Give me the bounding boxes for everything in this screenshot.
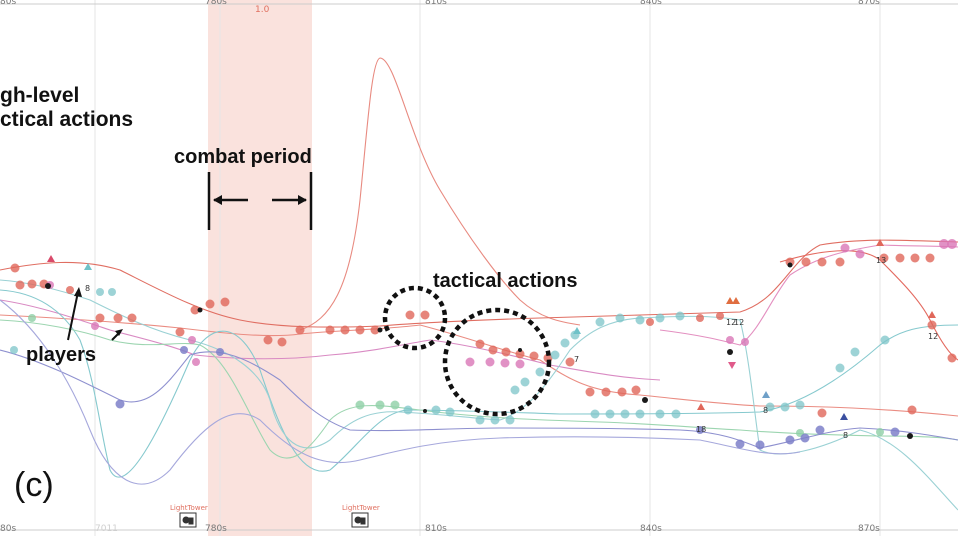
lighttower-icon-2 bbox=[351, 512, 369, 528]
combat-period-bracket bbox=[207, 172, 313, 230]
marker-number: 12 bbox=[726, 318, 737, 327]
trajectory-red-mid bbox=[0, 314, 958, 417]
tactical-circle-small bbox=[382, 285, 448, 351]
combat-period-shade bbox=[208, 0, 312, 536]
panel-label: (c) bbox=[14, 466, 54, 504]
trajectory-pink-1 bbox=[0, 299, 661, 381]
marker-number: 8 bbox=[85, 284, 91, 293]
top-tick-2: 780s bbox=[205, 0, 227, 7]
marker-number: 8 bbox=[763, 406, 769, 415]
annotation-high-level-1: gh-level bbox=[0, 84, 80, 107]
top-tick-4: 840s bbox=[640, 0, 662, 7]
trajectory-red-right bbox=[779, 250, 958, 361]
tactical-circle-large bbox=[442, 307, 552, 417]
dots-black bbox=[45, 262, 913, 439]
annotation-high-level-2: ctical actions bbox=[0, 108, 134, 131]
bottom-tick-faded: 7011 bbox=[95, 524, 118, 534]
bottom-tick-5: 870s bbox=[858, 524, 880, 534]
lighttower-label-2: LightTower bbox=[342, 504, 380, 512]
trajectory-blue-1 bbox=[0, 349, 958, 449]
lighttower-icon-1 bbox=[179, 512, 197, 528]
marker-number: 12 bbox=[734, 318, 745, 327]
top-tick-1: 80s bbox=[0, 0, 17, 7]
marker-number: 13 bbox=[876, 256, 887, 265]
annotation-tactical-actions: tactical actions bbox=[433, 270, 578, 292]
trajectory-red-top bbox=[0, 239, 958, 328]
bottom-tick-3: 810s bbox=[425, 524, 447, 534]
trajectory-red-spike bbox=[299, 57, 581, 331]
marker-number: 8 bbox=[843, 431, 849, 440]
players-arrows bbox=[67, 287, 123, 341]
dots-green bbox=[28, 314, 884, 437]
top-tick-3: 810s bbox=[425, 0, 447, 7]
top-tick-5: 870s bbox=[858, 0, 880, 7]
dots-pink bbox=[46, 239, 957, 369]
annotation-combat-period: combat period bbox=[174, 146, 312, 168]
trajectory-teal-1 bbox=[0, 289, 958, 478]
period-label: 1.0 bbox=[255, 5, 270, 15]
trajectory-blue-2 bbox=[0, 299, 801, 485]
marker-number: 7 bbox=[574, 355, 580, 364]
marker-number: 12 bbox=[928, 332, 939, 341]
trajectory-pink-2 bbox=[659, 244, 958, 346]
lighttower-label-1: LightTower bbox=[170, 504, 208, 512]
annotation-players: players bbox=[26, 344, 97, 366]
triangle-markers bbox=[47, 239, 936, 420]
trajectory-green-1 bbox=[0, 319, 958, 459]
dots-blue bbox=[115, 346, 900, 450]
bottom-tick-2: 780s bbox=[205, 524, 227, 534]
bottom-tick-1: 80s bbox=[0, 524, 17, 534]
dots-teal bbox=[10, 288, 890, 425]
marker-number: 18 bbox=[696, 425, 707, 434]
bottom-tick-4: 840s bbox=[640, 524, 662, 534]
